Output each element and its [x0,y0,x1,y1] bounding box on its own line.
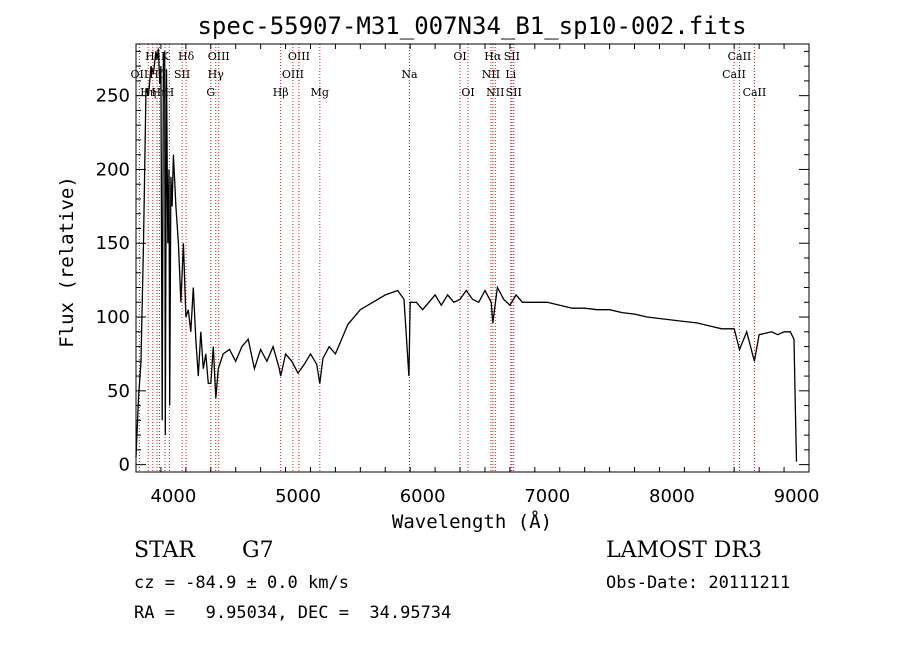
line-marker-label: Li [505,68,516,81]
line-marker-label: Hγ [208,68,225,81]
redshift-cz: cz = -84.9 ± 0.0 km/s [134,573,349,593]
y-tick-label: 100 [96,307,130,328]
x-tick-label: 4000 [150,486,196,507]
line-marker-label: Hβ [273,86,289,99]
object-class: STAR [134,538,195,563]
line-marker-label: Hδ [178,50,195,63]
x-axis: 4000 5000 6000 7000 8000 9000 [135,44,820,507]
y-tick-label: 200 [96,159,130,180]
line-marker-label: OIII [282,68,304,81]
line-marker-label: NII [486,86,504,99]
x-tick-label: 5000 [275,486,321,507]
line-marker-label: OIII [288,50,310,63]
y-axis: 0 50 100 150 200 250 [96,50,809,476]
line-marker-label: OI [461,86,474,99]
line-marker-label: OIII [208,50,230,63]
x-tick-label: 6000 [400,486,446,507]
x-axis-label: Wavelength (Å) [392,510,552,533]
line-marker-labels: OIIHηHεHζHηKHSIIHδGHγOIIIHβOIIIOIIIMgNaO… [131,50,767,99]
x-tick-label: 7000 [524,486,570,507]
y-axis-label: Flux (relative) [56,176,78,348]
line-markers [138,44,755,472]
line-marker-label: Mg [311,86,329,99]
line-marker-label: CaII [743,86,767,99]
coordinates: RA = 9.95034, DEC = 34.95734 [134,603,452,623]
line-marker-label: OI [453,50,466,63]
spectrum-line [135,48,798,462]
obs-date: Obs-Date: 20111211 [606,573,791,593]
line-marker-label: SII [506,86,522,99]
x-tick-label: 8000 [649,486,695,507]
object-subclass: G7 [242,538,274,563]
line-marker-label: SII [504,50,520,63]
y-tick-label: 0 [119,455,130,476]
line-marker-label: Hα [484,50,502,63]
y-tick-label: 150 [96,233,130,254]
y-tick-label: 50 [107,381,130,402]
line-marker-label: K [161,50,170,63]
line-marker-label: OII [131,68,149,81]
y-tick-label: 250 [96,86,130,107]
line-marker-label: NII [482,68,500,81]
line-marker-label: CaII [722,68,746,81]
chart-title: spec-55907-M31_007N34_B1_sp10-002.fits [197,12,746,40]
plot-frame [135,43,810,473]
line-marker-label: G [206,86,215,99]
line-marker-label: SII [174,68,190,81]
line-marker-label: CaII [728,50,752,63]
line-marker-label: Na [401,68,418,81]
survey-name: LAMOST DR3 [606,538,762,563]
x-tick-label: 9000 [774,486,820,507]
line-marker-label: H [165,86,175,99]
